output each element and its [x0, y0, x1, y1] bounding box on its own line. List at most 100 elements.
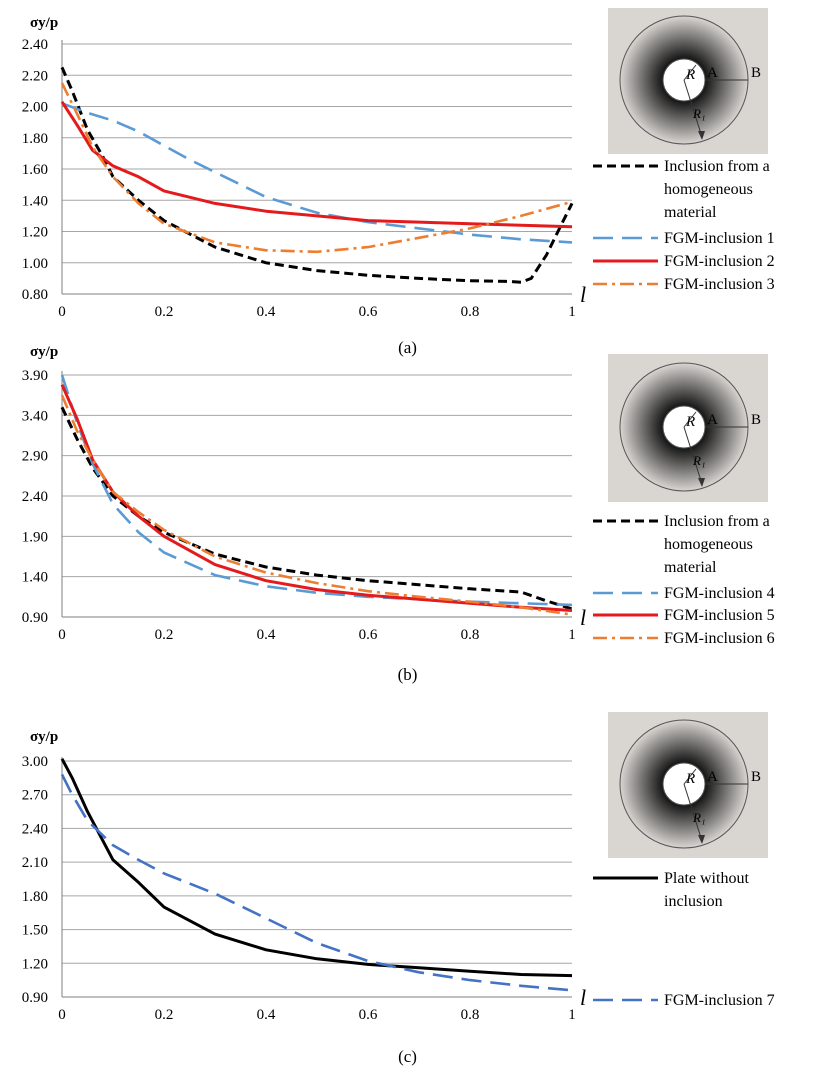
y-tick-label: 2.10 [22, 855, 48, 871]
radius-r1-arrow [683, 426, 703, 485]
label-b: B [751, 412, 761, 428]
legend-label-line: FGM-inclusion 2 [664, 253, 775, 270]
y-tick-label: 3.00 [22, 754, 48, 770]
label-r: R [685, 414, 695, 430]
series-line-1 [60, 406, 573, 611]
label-r1: R₁ [692, 106, 705, 121]
series-line-3 [60, 100, 573, 229]
legend-label-line: material [664, 559, 717, 576]
schematic-inset-2: R A B R₁ [608, 712, 768, 858]
legend-label-line: homogeneous [664, 536, 753, 553]
y-axis-label: σy/p [30, 729, 58, 745]
arrowhead-icon [698, 478, 705, 487]
legend-label-3: FGM-inclusion 2 [664, 253, 775, 270]
y-tick-label: 1.40 [22, 570, 48, 586]
x-tick-label: 0.6 [359, 304, 378, 320]
series-line-1 [60, 66, 574, 284]
y-tick-label: 0.80 [22, 287, 48, 303]
x-tick-label: 1 [568, 1007, 576, 1023]
x-tick-label: 0.8 [461, 627, 480, 643]
x-tick-label: 0.6 [359, 1007, 378, 1023]
legend-label-line: FGM-inclusion 4 [664, 585, 775, 602]
legend-label-2: FGM-inclusion 1 [664, 230, 775, 247]
legend-label-2: FGM-inclusion 7 [664, 992, 775, 1009]
x-tick-label: 0.6 [359, 627, 378, 643]
legend-label-line: inclusion [664, 893, 723, 910]
y-tick-label: 1.20 [22, 225, 48, 241]
x-tick-label: 0.4 [257, 304, 276, 320]
legend-label-4: FGM-inclusion 3 [664, 276, 775, 293]
y-tick-label: 1.40 [22, 193, 48, 209]
y-tick-label: 1.00 [22, 256, 48, 272]
arrowhead-icon [698, 131, 705, 140]
legend-label-1: Plate without inclusion [664, 870, 749, 910]
series-line-4 [60, 394, 573, 616]
legend-label-line: FGM-inclusion 7 [664, 992, 775, 1009]
x-tick-label: 0.4 [257, 627, 276, 643]
legend-label-line: material [664, 204, 717, 221]
y-tick-label: 0.90 [22, 990, 48, 1006]
y-axis-label: σy/p [30, 15, 58, 31]
x-tick-label: 0.8 [461, 304, 480, 320]
y-tick-label: 2.40 [22, 821, 48, 837]
chart-panel-b: 0.90 1.40 1.90 2.40 2.90 3.40 3.90 0 0.2 0.4 0.6 0.… [22, 344, 775, 647]
label-r1: R₁ [692, 453, 705, 468]
legend-label-line: Inclusion from a [664, 158, 770, 175]
y-tick-label: 1.50 [22, 923, 48, 939]
y-tick-label: 1.90 [22, 529, 48, 545]
schematic-inset-1: R A B R₁ [608, 354, 768, 502]
y-tick-label: 1.60 [22, 162, 48, 178]
legend-label-line: FGM-inclusion 1 [664, 230, 775, 247]
legend-label-1: Inclusion from a homogeneous material [664, 513, 770, 576]
x-tick-label: 0.8 [461, 1007, 480, 1023]
legend-label-3: FGM-inclusion 5 [664, 607, 775, 624]
chart-panel-a: 0.80 1.00 1.20 1.40 1.60 1.80 2.00 2.20 2.40 0 0.2… [22, 8, 775, 320]
radius-r-arrow [683, 768, 697, 785]
chart-panel-c: 0.90 1.20 1.50 1.80 2.10 2.40 2.70 3.00 0 0.2 0.4 0… [22, 712, 775, 1023]
radius-r1-arrow [683, 783, 703, 842]
x-tick-label: 0.4 [257, 1007, 276, 1023]
label-b: B [751, 769, 761, 785]
x-axis-label: l [580, 282, 586, 307]
legend-label-4: FGM-inclusion 6 [664, 630, 775, 647]
label-b: B [751, 65, 761, 81]
series-line-1 [60, 758, 573, 978]
label-a: A [707, 769, 718, 785]
x-tick-label: 0 [58, 627, 66, 643]
legend-label-1: Inclusion from a homogeneous material [664, 158, 770, 221]
legend-label-line: FGM-inclusion 5 [664, 607, 775, 624]
label-r1: R₁ [692, 810, 705, 825]
legend-label-line: Plate without [664, 870, 749, 887]
y-tick-label: 2.20 [22, 68, 48, 84]
legend-label-line: FGM-inclusion 3 [664, 276, 775, 293]
panel-caption-a: (a) [398, 338, 417, 357]
y-tick-label: 3.40 [22, 408, 48, 424]
series-line-2 [60, 374, 573, 607]
y-tick-label: 0.90 [22, 610, 48, 626]
y-tick-label: 2.90 [22, 449, 48, 465]
x-axis-label: l [580, 605, 586, 630]
x-tick-label: 0.2 [155, 1007, 174, 1023]
x-tick-label: 1 [568, 304, 576, 320]
schematic-inset-0: R A B R₁ [608, 8, 768, 154]
series-line-2 [60, 773, 573, 992]
y-tick-label: 1.20 [22, 956, 48, 972]
radius-r-arrow [683, 64, 697, 81]
arrowhead-icon [698, 835, 705, 844]
y-tick-label: 1.80 [22, 889, 48, 905]
legend-label-2: FGM-inclusion 4 [664, 585, 775, 602]
x-axis-label: l [580, 985, 586, 1010]
legend-label-line: homogeneous [664, 181, 753, 198]
y-tick-label: 2.40 [22, 37, 48, 53]
y-tick-label: 2.70 [22, 788, 48, 804]
label-a: A [707, 65, 718, 81]
y-axis-label: σy/p [30, 344, 58, 360]
x-tick-label: 0 [58, 304, 66, 320]
y-tick-label: 2.40 [22, 489, 48, 505]
panel-caption-c: (c) [398, 1047, 417, 1066]
legend-label-line: Inclusion from a [664, 513, 770, 530]
series-line-4 [60, 82, 573, 254]
x-tick-label: 1 [568, 627, 576, 643]
x-tick-label: 0.2 [155, 304, 174, 320]
